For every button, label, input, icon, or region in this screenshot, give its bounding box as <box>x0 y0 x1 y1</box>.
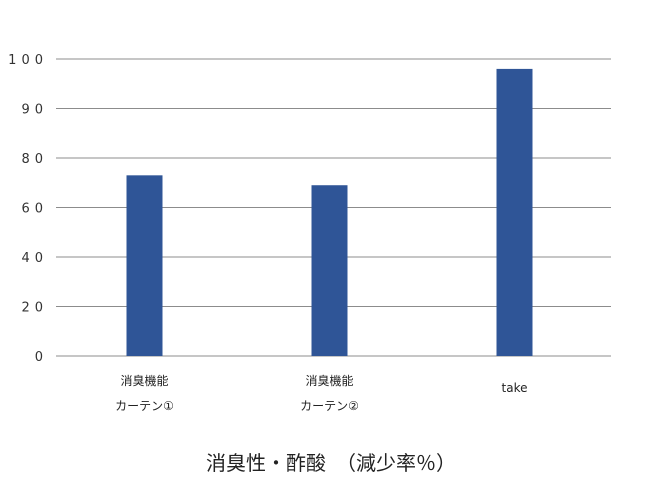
x-category-label: カーテン② <box>300 399 359 413</box>
y-axis-ticks: 0 20 40 60 80 90 100 <box>8 53 48 365</box>
y-tick-label: 20 <box>21 301 48 316</box>
y-tick-label: 0 <box>35 350 48 365</box>
bar <box>496 68 533 357</box>
y-tick-label: 80 <box>21 152 48 167</box>
bars <box>126 68 533 357</box>
y-tick-label: 90 <box>21 103 48 118</box>
x-category-label: カーテン① <box>115 399 174 413</box>
x-category-label: 消臭機能 <box>305 373 353 388</box>
chart-title: 消臭性・酢酸 （減少率％） <box>206 451 456 475</box>
x-category-label: take <box>502 381 528 395</box>
y-tick-label: 60 <box>21 202 48 217</box>
y-tick-label: 100 <box>8 53 48 68</box>
bar <box>311 185 348 356</box>
bar <box>126 175 163 356</box>
y-tick-label: 40 <box>21 251 48 266</box>
x-category-label: 消臭機能 <box>120 373 168 388</box>
